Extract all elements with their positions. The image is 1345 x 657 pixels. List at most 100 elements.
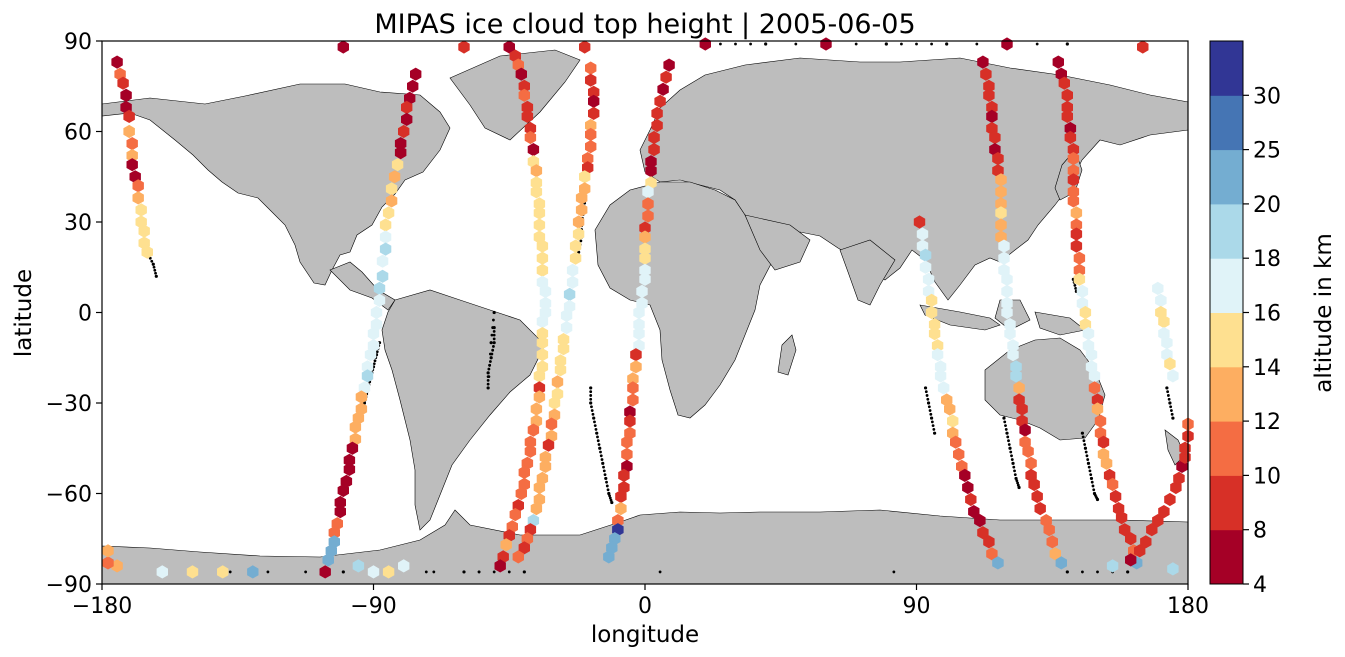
cloud-top-marker xyxy=(925,305,938,320)
cloud-top-marker xyxy=(931,339,944,353)
no-cloud-point xyxy=(304,570,308,574)
cloud-top-marker xyxy=(1070,239,1083,253)
cloud-top-marker xyxy=(1115,511,1128,525)
no-cloud-point xyxy=(492,337,496,341)
cloud-top-marker xyxy=(533,206,546,220)
cloud-top-marker xyxy=(1073,272,1086,286)
no-cloud-point xyxy=(1090,480,1094,484)
no-cloud-point xyxy=(900,42,903,46)
cloud-top-marker xyxy=(950,435,962,449)
cloud-top-marker xyxy=(572,215,585,229)
cloud-top-marker xyxy=(361,369,374,383)
cloud-top-marker xyxy=(1167,369,1179,383)
no-cloud-point xyxy=(153,268,157,272)
cloud-top-marker xyxy=(518,79,530,93)
cloud-top-marker xyxy=(1155,293,1167,307)
cloud-top-marker xyxy=(1007,339,1019,353)
no-cloud-point xyxy=(266,570,270,574)
cloud-top-marker xyxy=(642,209,654,223)
no-cloud-point xyxy=(341,570,345,574)
cloud-top-marker xyxy=(385,182,398,196)
cloud-top-marker xyxy=(663,58,675,72)
no-cloud-point xyxy=(150,259,154,263)
no-cloud-point xyxy=(1168,401,1172,405)
cloud-top-marker xyxy=(648,130,660,145)
cloud-top-marker xyxy=(633,318,645,332)
no-cloud-point xyxy=(1096,570,1099,574)
cloud-top-marker xyxy=(1158,314,1170,329)
cloud-top-marker xyxy=(639,272,651,286)
cloud-top-marker xyxy=(401,112,413,126)
cloud-top-marker xyxy=(1067,143,1080,157)
no-cloud-point xyxy=(490,333,494,337)
cloud-top-marker xyxy=(633,327,645,341)
cloud-top-marker xyxy=(1125,553,1137,567)
no-cloud-point xyxy=(930,42,933,46)
no-cloud-point xyxy=(1013,473,1017,477)
no-cloud-point xyxy=(1086,461,1091,465)
cloud-top-marker xyxy=(376,269,389,283)
cloud-top-marker xyxy=(986,100,998,114)
cloud-top-marker xyxy=(1067,164,1080,178)
cloud-top-marker xyxy=(533,480,546,495)
no-cloud-point xyxy=(604,476,608,481)
no-cloud-point xyxy=(1086,458,1090,461)
no-cloud-point xyxy=(492,570,496,574)
no-cloud-point xyxy=(589,394,593,397)
cloud-top-marker xyxy=(579,40,591,54)
cloud-top-marker xyxy=(521,100,534,114)
cloud-top-marker xyxy=(1067,185,1080,199)
no-cloud-point xyxy=(933,431,937,435)
no-cloud-point xyxy=(597,443,601,446)
no-cloud-point xyxy=(228,570,232,574)
no-cloud-point xyxy=(1013,469,1016,473)
cloud-top-markers xyxy=(102,37,1194,579)
cloud-top-marker xyxy=(925,293,938,307)
cloud-top-marker xyxy=(1034,502,1046,516)
x-tick-label: −180 xyxy=(72,594,132,619)
cloud-top-marker xyxy=(992,556,1004,570)
no-cloud-point xyxy=(579,239,583,243)
cloud-top-marker xyxy=(120,88,132,102)
cloud-top-marker xyxy=(494,559,506,573)
no-cloud-point xyxy=(1008,446,1012,450)
no-cloud-point xyxy=(925,394,929,397)
cloud-top-marker xyxy=(536,251,549,265)
cloud-top-marker xyxy=(1046,535,1058,549)
cloud-top-marker xyxy=(621,435,633,449)
cloud-top-marker xyxy=(615,489,627,504)
no-cloud-point xyxy=(1092,488,1096,492)
cloud-top-marker xyxy=(530,402,543,416)
cloud-top-marker xyxy=(135,203,147,217)
no-cloud-point xyxy=(491,326,495,329)
no-cloud-point xyxy=(1010,454,1013,458)
no-cloud-point xyxy=(854,42,858,46)
no-cloud-point xyxy=(599,454,603,458)
cloud-top-marker xyxy=(536,314,549,329)
x-axis-label: longitude xyxy=(591,622,699,648)
cloud-top-marker xyxy=(1073,263,1086,277)
cloud-top-marker xyxy=(132,179,144,193)
colorbar-label: altitude in km xyxy=(1311,233,1337,393)
no-cloud-point xyxy=(589,386,593,390)
cloud-top-marker xyxy=(579,170,591,184)
colorbar-segment xyxy=(1210,366,1243,422)
cloud-top-marker xyxy=(355,390,368,404)
cloud-top-marker xyxy=(410,67,422,81)
no-cloud-point xyxy=(1017,485,1021,490)
no-cloud-point xyxy=(1081,570,1084,574)
cloud-top-marker xyxy=(944,402,956,416)
cloud-top-marker xyxy=(533,381,546,395)
cloud-top-marker xyxy=(934,369,947,383)
no-cloud-point xyxy=(930,420,934,424)
cloud-top-marker xyxy=(560,308,573,323)
cloud-top-marker xyxy=(1055,556,1067,570)
cloud-top-marker xyxy=(388,170,401,184)
no-cloud-point xyxy=(719,42,722,46)
x-tick-label: 90 xyxy=(903,594,931,619)
no-cloud-point xyxy=(486,386,490,390)
cloud-top-marker xyxy=(995,206,1007,220)
cloud-top-marker xyxy=(636,284,648,298)
cloud-top-marker xyxy=(1070,227,1083,241)
cloud-top-marker xyxy=(962,480,974,495)
